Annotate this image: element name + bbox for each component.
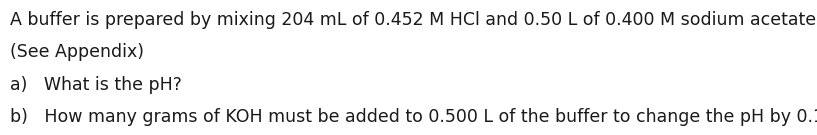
Text: a)   What is the pH?: a) What is the pH? [10, 76, 181, 94]
Text: A buffer is prepared by mixing 204 mL of 0.452 M HCl and 0.50 L of 0.400 M sodiu: A buffer is prepared by mixing 204 mL of… [10, 11, 817, 29]
Text: b)   How many grams of KOH must be added to 0.500 L of the buffer to change the : b) How many grams of KOH must be added t… [10, 108, 817, 126]
Text: (See Appendix): (See Appendix) [10, 43, 144, 61]
